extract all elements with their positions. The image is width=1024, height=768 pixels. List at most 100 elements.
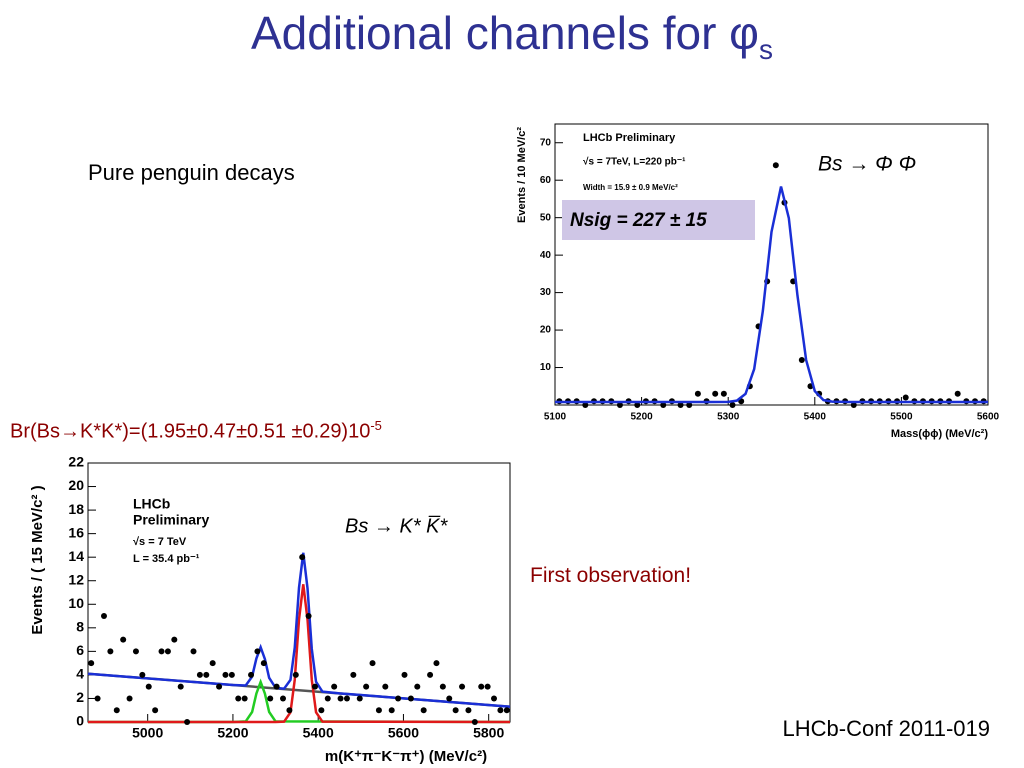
data-point [395,695,402,702]
data-point [439,683,446,690]
x-tick-label: 5400 [804,412,827,423]
data-point [152,707,159,714]
y-tick-label: 40 [540,250,552,261]
subtitle: Pure penguin decays [88,160,295,185]
x-tick-label: 5000 [132,725,163,741]
data-point [248,671,255,678]
x-tick-label: 5300 [717,412,740,423]
data-point [616,402,623,408]
data-point [145,683,152,690]
data-point [382,683,389,690]
data-point [331,683,338,690]
data-point [305,613,312,620]
data-point [375,707,382,714]
y-tick-label: 30 [540,287,552,298]
y-tick-label: 18 [68,501,84,517]
data-point [459,683,466,690]
data-point [503,707,510,714]
data-point [407,695,414,702]
branching-ratio-text: Br(Bs→K*K*)=(1.95±0.47±0.51 ±0.29)10 [10,420,371,443]
fit-curve [87,552,511,708]
reference: LHCb-Conf 2011-019 [782,716,991,741]
data-point [107,648,114,655]
data-point [196,671,203,678]
data-point [465,707,472,714]
data-point [954,390,961,397]
data-point [720,390,727,397]
x-tick-label: 5100 [544,412,567,423]
data-point [235,695,242,702]
data-point [100,613,107,620]
data-point [203,671,210,678]
y-axis-label: Events / 10 MeV/c² [516,127,528,223]
data-point [311,683,318,690]
title-text: Additional channels for φ [250,7,760,59]
data-point [113,707,120,714]
data-point [582,402,589,408]
annotation: √s = 7TeV, L=220 pb⁻¹ [583,157,686,168]
data-point [292,671,299,678]
data-point [126,695,133,702]
data-point [216,683,223,690]
data-point [177,683,184,690]
y-tick-label: 14 [68,548,84,564]
data-point [209,660,216,667]
data-point [286,707,293,714]
annotation-box [562,200,755,240]
data-point [190,648,197,655]
data-point [414,683,421,690]
data-point [772,162,779,169]
data-point [491,695,498,702]
data-point [401,671,408,678]
data-point [356,695,363,702]
data-point [712,390,719,397]
data-point [324,695,331,702]
data-point [729,402,736,408]
y-tick-label: 4 [76,666,84,682]
data-point [88,660,95,667]
data-point [478,683,485,690]
data-point [164,648,171,655]
x-axis-label: m(K⁺π⁻K⁻π⁺) (MeV/c²) [325,748,487,765]
data-point [686,402,693,408]
data-point [660,402,667,408]
data-point [171,636,178,643]
data-point [471,719,478,725]
y-tick-label: 10 [68,595,84,611]
branching-ratio-exponent: -5 [370,418,382,433]
data-point [343,695,350,702]
data-point [634,402,641,408]
data-point [267,695,274,702]
x-tick-label: 5500 [890,412,913,423]
y-tick-label: 10 [540,362,552,373]
data-point [184,719,191,725]
annotation: LHCb [133,496,170,512]
data-point [363,683,370,690]
data-point [228,671,235,678]
data-point [902,394,909,401]
data-point [677,402,684,408]
data-point [94,695,101,702]
data-point [420,707,427,714]
x-tick-label: 5800 [473,725,504,741]
x-tick-label: 5200 [217,725,248,741]
data-point [299,554,306,561]
data-point [452,707,459,714]
data-point [273,683,280,690]
data-point [132,648,139,655]
annotation: Bs → K* K̅* [345,514,448,537]
data-point [484,683,491,690]
annotation: Width = 15.9 ± 0.9 MeV/c² [583,183,678,192]
y-tick-label: 8 [76,619,84,635]
x-tick-label: 5600 [977,412,1000,423]
y-tick-label: 6 [76,642,84,658]
slide-title: Additional channels for φs [0,6,1024,66]
data-point [433,660,440,667]
y-tick-label: 22 [68,454,84,470]
y-tick-label: 0 [76,713,84,729]
y-axis-label: Events / ( 15 MeV/c² ) [29,485,46,634]
data-point [388,707,395,714]
data-point [222,671,229,678]
annotation: Preliminary [133,512,209,528]
